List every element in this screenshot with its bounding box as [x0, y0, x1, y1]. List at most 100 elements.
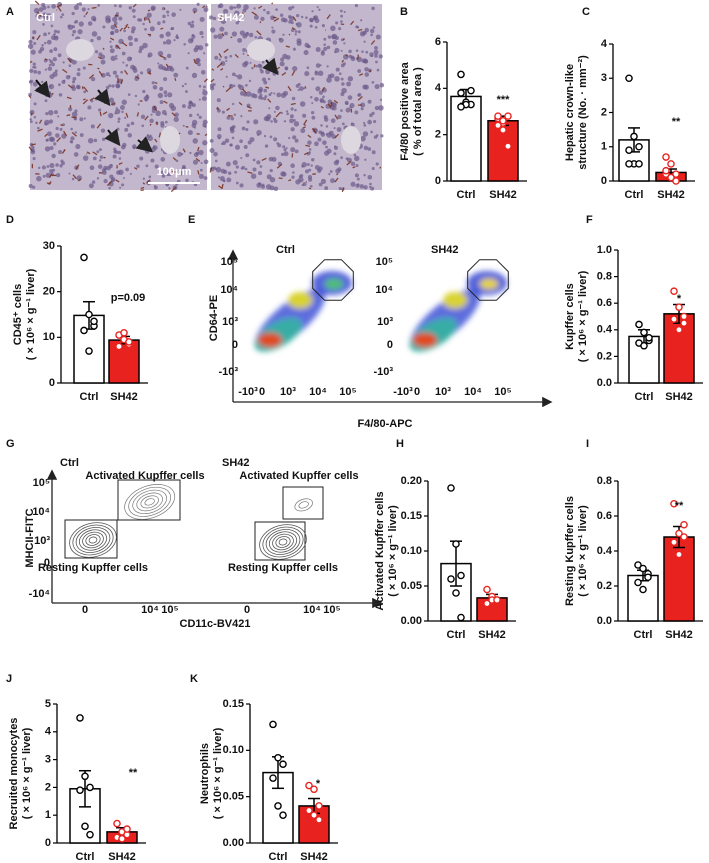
nucleus	[71, 11, 75, 16]
stain	[124, 69, 129, 75]
nucleus	[328, 130, 334, 136]
plot-title: Ctrl	[60, 457, 79, 469]
nucleus	[33, 66, 37, 69]
stain	[102, 111, 108, 115]
nucleus	[99, 148, 102, 152]
nucleus	[177, 151, 183, 157]
nucleus	[364, 72, 370, 77]
stain	[278, 177, 283, 180]
nucleus	[292, 47, 296, 51]
nucleus	[40, 80, 44, 84]
nucleus	[52, 168, 56, 172]
data-point	[86, 783, 94, 792]
nucleus	[48, 136, 54, 142]
data-point	[499, 126, 507, 134]
density	[288, 292, 312, 308]
nucleus	[160, 170, 166, 175]
nucleus	[330, 118, 336, 124]
data-point	[672, 177, 680, 185]
nucleus	[118, 16, 123, 21]
nucleus	[115, 57, 118, 60]
nucleus	[265, 69, 271, 75]
image-label: Ctrl	[36, 12, 55, 24]
x-tick-label: 10⁵	[339, 386, 356, 398]
nucleus	[289, 114, 294, 119]
nucleus	[360, 135, 366, 142]
nucleus	[45, 112, 49, 116]
stain	[67, 57, 72, 64]
data-point	[635, 320, 643, 329]
nucleus	[360, 107, 364, 111]
nucleus	[336, 127, 342, 132]
nucleus	[263, 88, 268, 93]
nucleus	[355, 163, 359, 168]
y-tick-label: 2	[601, 106, 607, 118]
density	[443, 292, 467, 308]
data-point	[76, 786, 84, 794]
nucleus	[242, 47, 247, 52]
nucleus	[318, 8, 321, 11]
stain	[110, 102, 116, 106]
nucleus	[113, 147, 117, 151]
nucleus	[187, 21, 192, 26]
nucleus	[326, 45, 331, 50]
nucleus	[308, 148, 312, 151]
nucleus	[30, 149, 36, 155]
nucleus	[142, 42, 148, 49]
stain	[216, 62, 223, 68]
nucleus	[253, 119, 259, 125]
stain	[136, 112, 140, 117]
nucleus	[110, 55, 116, 62]
vessel	[247, 39, 275, 61]
nucleus	[137, 18, 141, 22]
stain	[370, 40, 376, 45]
nucleus	[98, 159, 102, 162]
y-axis-label: structure (No. · mm⁻²)	[577, 55, 589, 170]
nucleus	[58, 83, 61, 87]
gate	[312, 259, 354, 301]
stain	[37, 128, 43, 132]
stain	[51, 92, 54, 96]
nucleus	[243, 4, 249, 10]
x-tick-label: Ctrl	[635, 391, 654, 403]
nucleus	[29, 120, 33, 124]
nucleus	[250, 93, 256, 98]
nucleus	[127, 133, 133, 138]
nucleus	[44, 99, 48, 103]
nucleus	[214, 55, 219, 60]
nucleus	[105, 72, 110, 77]
nucleus	[55, 163, 59, 167]
nucleus	[58, 93, 63, 97]
nucleus	[269, 168, 273, 173]
data-point	[680, 520, 688, 529]
density	[480, 279, 498, 289]
nucleus	[41, 43, 44, 47]
nucleus	[357, 93, 362, 97]
panel-label: K	[190, 673, 198, 685]
contour	[124, 484, 176, 520]
arrow	[34, 79, 51, 99]
nucleus	[173, 116, 179, 123]
nucleus	[331, 33, 338, 40]
y-tick-label: 4	[601, 38, 608, 50]
nucleus	[121, 99, 127, 105]
nucleus	[117, 117, 121, 121]
stain	[193, 58, 196, 64]
y-axis-label: Recruited monocytes	[8, 718, 20, 830]
nucleus	[340, 77, 344, 81]
data-point	[499, 116, 507, 125]
stain	[36, 34, 41, 41]
nucleus	[57, 115, 60, 118]
nucleus	[105, 85, 110, 90]
nucleus	[216, 108, 221, 113]
nucleus	[92, 17, 97, 22]
nucleus	[363, 123, 367, 127]
y-tick-label: 4	[435, 82, 442, 94]
stain	[302, 126, 306, 129]
nucleus	[115, 74, 119, 78]
nucleus	[29, 68, 34, 73]
stain	[30, 112, 33, 116]
nucleus	[127, 35, 133, 41]
nucleus	[363, 40, 366, 43]
nucleus	[39, 46, 45, 52]
